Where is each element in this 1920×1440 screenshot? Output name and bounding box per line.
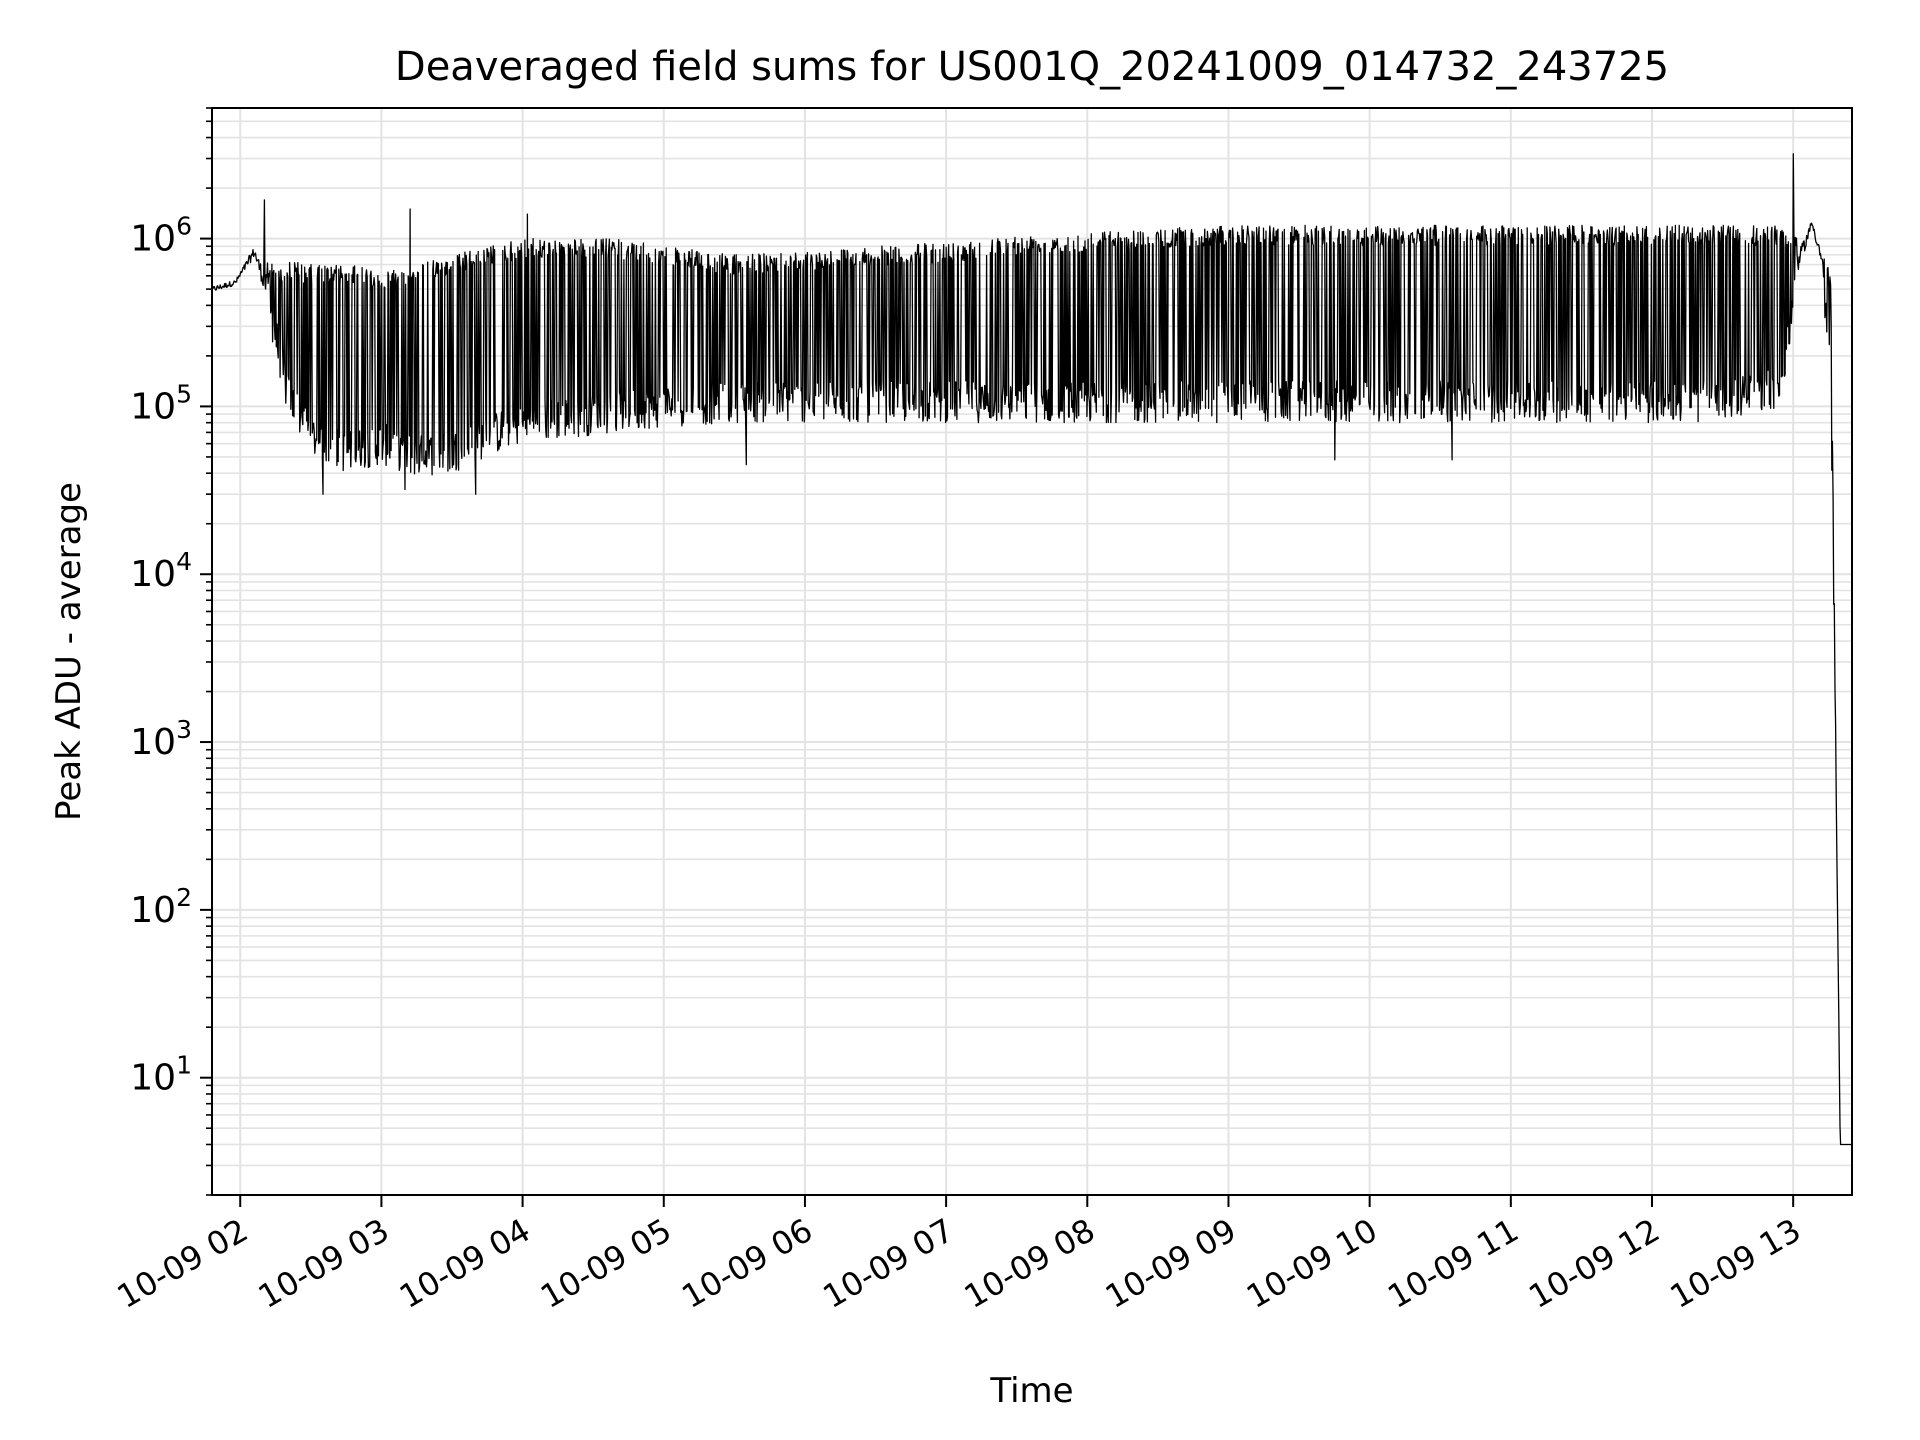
y-tick-label: 106 (130, 212, 192, 260)
y-tick-label: 103 (130, 715, 192, 763)
y-tick-label: 102 (130, 883, 192, 931)
y-axis-label: Peak ADU - average (49, 482, 89, 821)
y-tick-label: 101 (130, 1051, 192, 1099)
y-tick-label: 105 (130, 379, 192, 427)
y-tick-label: 104 (130, 547, 192, 595)
y-axis: 101 102 103 104 105 106 (130, 107, 212, 1196)
series-line (211, 153, 1853, 1146)
chart-title: Deaveraged field sums for US001Q_2024100… (395, 44, 1669, 90)
series-path (211, 153, 1853, 1146)
plot-frame (211, 107, 1853, 1196)
grid (212, 107, 1852, 1196)
x-axis-label: Time (989, 1371, 1073, 1411)
